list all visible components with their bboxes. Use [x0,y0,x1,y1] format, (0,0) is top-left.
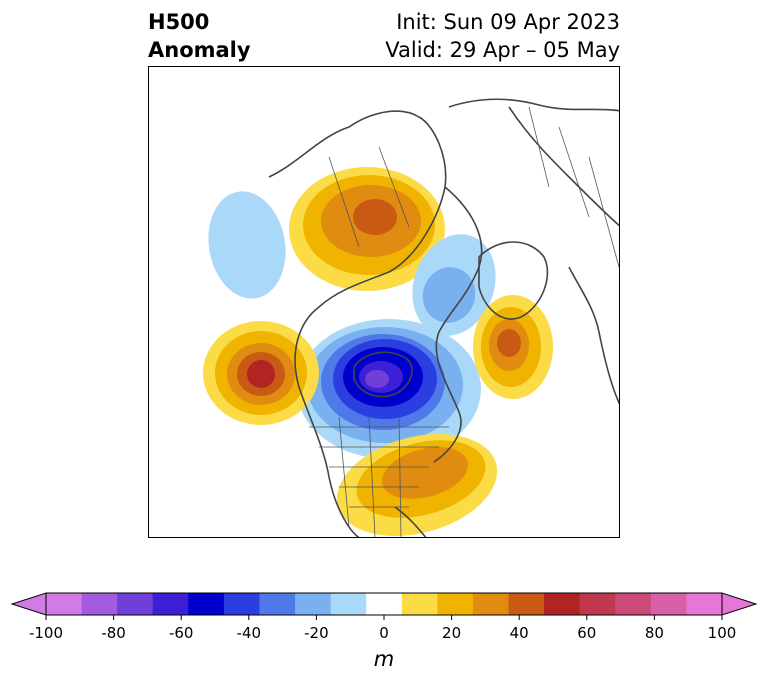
colorbar-swatch [117,593,154,615]
colorbar-swatch [508,593,545,615]
map-title: H500 Anomaly [148,8,251,64]
colorbar-swatch [188,593,225,615]
colorbar-swatch [259,593,296,615]
anomaly-pacific-ridge [203,321,319,425]
colorbar-swatch [81,593,118,615]
colorbar-swatch [295,593,332,615]
colorbar-swatch [686,593,723,615]
colorbar-swatch [330,593,367,615]
colorbar-extend-min [10,592,47,616]
colorbar-tick-label: 0 [379,624,389,642]
anomaly-map [148,66,620,538]
colorbar-swatch [46,593,83,615]
colorbar-unit-label: m [374,647,394,671]
colorbar-tick-label: -80 [101,624,126,642]
map-canvas [203,98,619,537]
colorbar-tick-label: -20 [304,624,329,642]
colorbar-tick-label: 60 [577,624,596,642]
colorbar-tick-label: -60 [169,624,194,642]
valid-date-label: Valid: 29 Apr – 05 May [385,38,620,62]
colorbar-swatch [366,593,403,615]
colorbar-tick-label: -100 [29,624,63,642]
colorbar-swatch [223,593,260,615]
anomaly-atlantic-ridge [473,295,553,399]
colorbar-swatch [544,593,581,615]
colorbar-tick-label: 20 [442,624,461,642]
coastlines [268,98,619,537]
borders [309,106,619,537]
colorbar-swatch [579,593,616,615]
title-line-type: Anomaly [148,38,251,62]
colorbar-swatch [472,593,510,615]
anomaly-bering-trough [208,191,286,299]
anomaly-labrador-trough [412,234,496,336]
colorbar-swatch [615,593,652,615]
colorbar: -100 -80 -60 -40 -20 0 20 40 60 80 100 m [0,588,768,684]
colorbar-tick-label: -40 [237,624,262,642]
colorbar-swatch [401,593,438,615]
title-line-variable: H500 [148,10,210,34]
colorbar-tick-label: 100 [708,624,737,642]
anomaly-siberian-ridge [289,167,445,291]
colorbar-swatch [650,593,687,615]
colorbar-swatch [152,593,189,615]
colorbar-tick-label: 40 [510,624,529,642]
colorbar-extend-max [721,592,758,616]
anomaly-southeast-ridge [336,434,498,536]
colorbar-swatch [437,593,474,615]
colorbar-svg: -100 -80 -60 -40 -20 0 20 40 60 80 100 m [10,592,758,671]
init-date-label: Init: Sun 09 Apr 2023 [396,10,620,34]
map-dates: Init: Sun 09 Apr 2023 Valid: 29 Apr – 05… [385,8,620,64]
anomaly-hudson-trough [297,319,481,459]
colorbar-tick-label: 80 [645,624,664,642]
